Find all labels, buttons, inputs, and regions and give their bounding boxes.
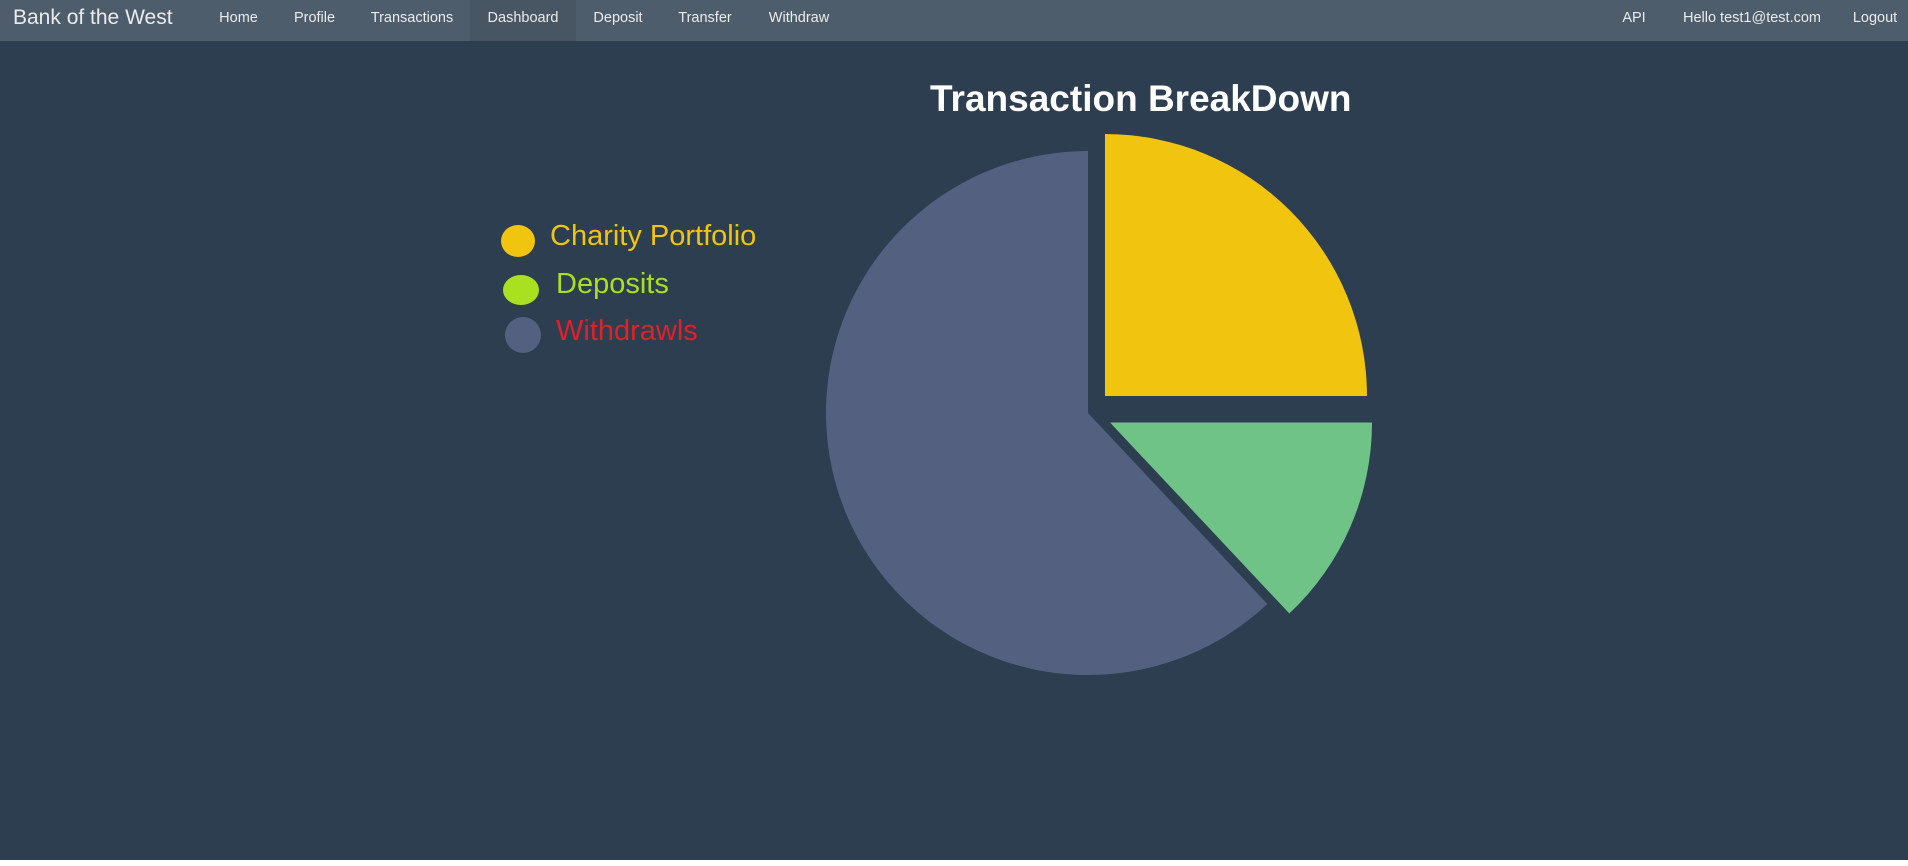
legend-marker-charity bbox=[501, 225, 535, 257]
nav-logout[interactable]: Logout bbox=[1852, 10, 1898, 26]
nav-user-greeting[interactable]: Hello test1@test.com bbox=[1682, 10, 1822, 26]
nav-home[interactable]: Home bbox=[219, 10, 258, 26]
navbar: Bank of the West Home Profile Transactio… bbox=[0, 0, 1908, 41]
nav-api[interactable]: API bbox=[1622, 10, 1646, 26]
nav-deposit[interactable]: Deposit bbox=[593, 10, 643, 26]
legend-label-deposits: Deposits bbox=[556, 268, 669, 300]
legend-label-charity: Charity Portfolio bbox=[550, 220, 757, 252]
nav-transfer[interactable]: Transfer bbox=[678, 10, 732, 26]
legend-label-withdrawals: Withdrawls bbox=[556, 315, 698, 347]
legend-marker-withdrawals bbox=[505, 317, 541, 353]
pie-slice-withdrawals[interactable] bbox=[825, 151, 1268, 675]
nav-transactions[interactable]: Transactions bbox=[370, 10, 454, 26]
nav-dashboard[interactable]: Dashboard bbox=[470, 0, 576, 41]
legend-marker-deposits bbox=[503, 275, 539, 305]
brand-link[interactable]: Bank of the West bbox=[13, 6, 173, 29]
pie-slice-deposits[interactable] bbox=[1110, 422, 1373, 614]
chart-title: Transaction BreakDown bbox=[930, 78, 1352, 119]
nav-profile[interactable]: Profile bbox=[293, 10, 336, 26]
pie-slice-charity[interactable] bbox=[1104, 134, 1367, 397]
nav-withdraw[interactable]: Withdraw bbox=[768, 10, 830, 26]
